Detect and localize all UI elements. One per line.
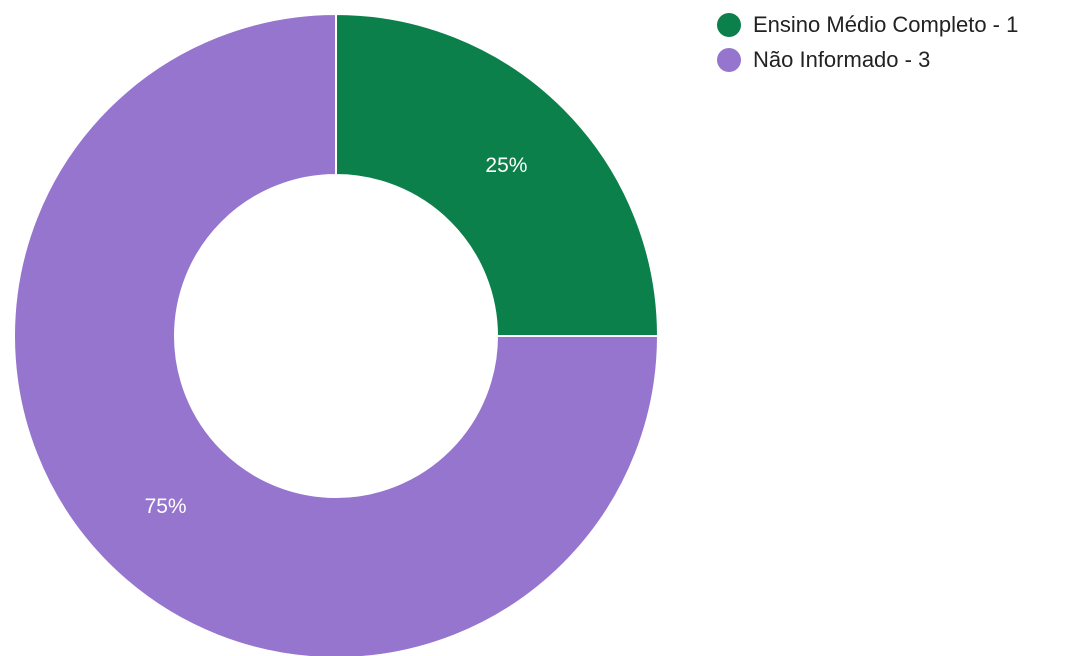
legend-item-ensino-medio-completo[interactable]: Ensino Médio Completo - 1 (717, 10, 1018, 40)
legend-swatch-ensino-medio-completo (717, 13, 741, 37)
slice-label-ensino-medio-completo: 25% (485, 154, 527, 177)
legend-item-nao-informado[interactable]: Não Informado - 3 (717, 45, 1018, 75)
slice-nao-informado[interactable] (13, 12, 660, 656)
donut-chart-svg: 25% 75% (13, 12, 660, 656)
legend-label-nao-informado: Não Informado - 3 (753, 47, 931, 72)
slice-ensino-medio-completo[interactable] (335, 12, 660, 337)
legend-swatch-nao-informado (717, 48, 741, 72)
chart-legend: Ensino Médio Completo - 1 Não Informado … (717, 10, 1018, 80)
slice-label-nao-informado: 75% (145, 495, 187, 518)
legend-label-ensino-medio-completo: Ensino Médio Completo - 1 (753, 12, 1019, 37)
